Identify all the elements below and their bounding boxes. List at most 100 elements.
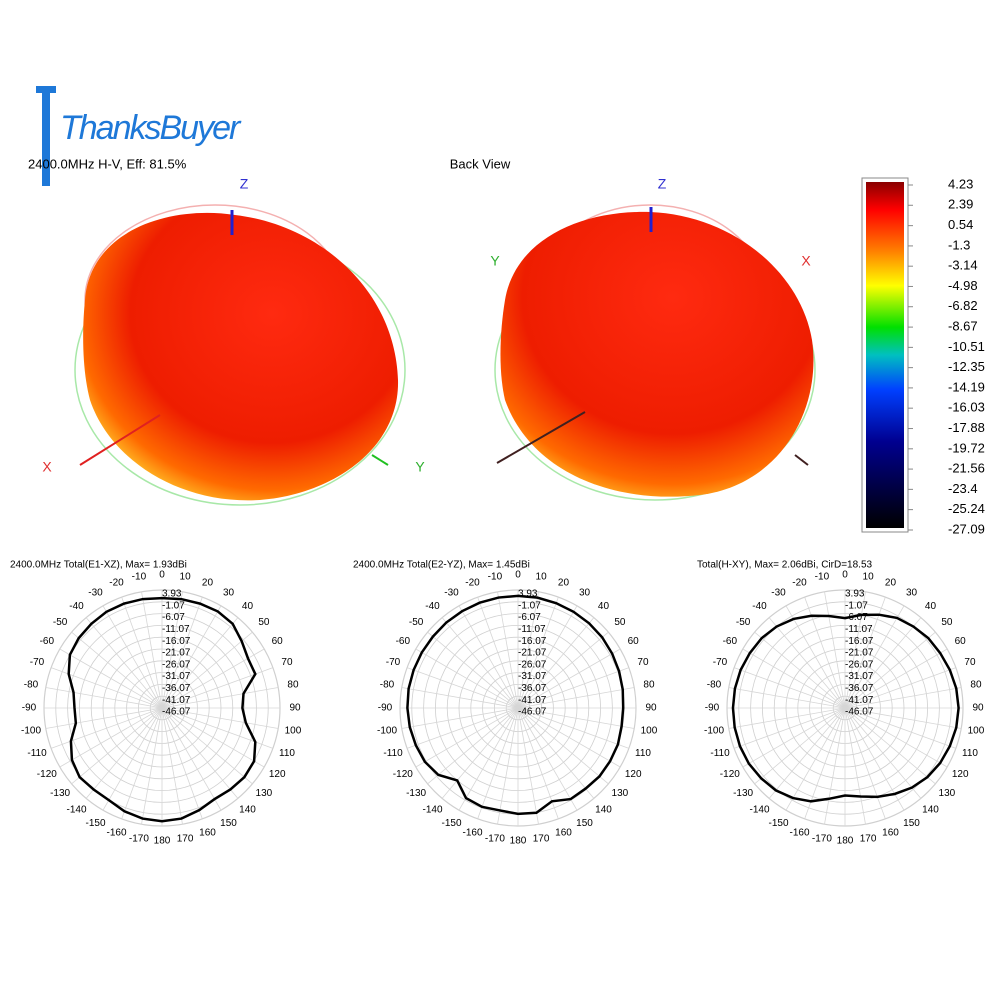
theta-label: -90	[705, 703, 720, 714]
theta-label: 130	[939, 788, 956, 799]
grid-spoke	[477, 707, 519, 820]
colorbar-label: -27.09	[948, 521, 985, 536]
grid-spoke	[497, 591, 519, 709]
grid-spoke	[517, 605, 578, 709]
colorbar-label: 0.54	[948, 217, 973, 232]
grid-spoke	[102, 605, 163, 709]
grid-spoke	[401, 687, 519, 709]
grid-spoke	[844, 617, 922, 709]
theta-label: -150	[441, 818, 461, 829]
r-label: -41.07	[518, 695, 547, 706]
grid-spoke	[121, 596, 163, 709]
grid-spoke	[141, 707, 163, 825]
colorbar-label: -4.98	[948, 278, 978, 293]
theta-label: -70	[386, 657, 401, 668]
r-label: -1.07	[518, 600, 541, 611]
grid-spoke	[161, 707, 203, 820]
pattern-line	[731, 613, 960, 803]
r-label: -6.07	[845, 612, 868, 623]
grid-spoke	[844, 707, 936, 785]
theta-label: 110	[962, 748, 978, 759]
theta-label: 0	[159, 570, 165, 581]
grid-spoke	[844, 707, 948, 768]
r-label: -1.07	[845, 600, 868, 611]
r-label: -21.07	[518, 648, 547, 659]
theta-label: -120	[720, 769, 740, 780]
axis-letter: X	[42, 459, 52, 475]
theta-label: 0	[515, 570, 521, 581]
r-label: -16.07	[845, 636, 874, 647]
theta-label: 80	[970, 680, 982, 691]
grid-spoke	[477, 596, 519, 709]
theta-label: 70	[964, 657, 976, 668]
grid-spoke	[121, 707, 163, 820]
theta-label: -100	[21, 726, 41, 737]
chart-title: 2400.0MHz Total(E1-XZ), Max= 1.93dBi	[10, 560, 187, 571]
grid-spoke	[728, 707, 846, 729]
theta-label: -20	[792, 578, 807, 589]
theta-label: 20	[558, 578, 570, 589]
r-label: -46.07	[845, 707, 874, 718]
grid-spoke	[844, 605, 905, 709]
theta-label: -60	[723, 636, 738, 647]
r-label: -36.07	[518, 683, 547, 694]
theta-label: 160	[199, 828, 216, 839]
theta-label: -140	[423, 805, 443, 816]
grid-spoke	[415, 648, 519, 709]
r-label: -26.07	[518, 659, 547, 670]
theta-label: 120	[952, 769, 969, 780]
theta-label: -50	[409, 617, 424, 628]
theta-label: -70	[713, 657, 728, 668]
theta-label: 80	[643, 680, 655, 691]
grid-spoke	[785, 605, 846, 709]
r-label: -16.07	[518, 636, 547, 647]
colorbar-label: -1.3	[948, 237, 970, 252]
grid-spoke	[844, 667, 957, 709]
theta-label: 70	[637, 657, 649, 668]
r-label: -46.07	[518, 707, 547, 718]
theta-label: 180	[154, 836, 171, 847]
grid-spoke	[517, 648, 621, 709]
r-label: -31.07	[162, 671, 191, 682]
colorbar-label: 2.39	[948, 197, 973, 212]
grid-spoke	[427, 631, 519, 709]
theta-label: -10	[132, 572, 147, 583]
grid-spoke	[161, 707, 222, 811]
colorbar-label: -3.14	[948, 258, 978, 273]
theta-label: -40	[69, 601, 84, 612]
theta-label: 20	[885, 578, 897, 589]
theta-label: 180	[510, 836, 527, 847]
theta-label: 90	[972, 703, 984, 714]
theta-label: -110	[710, 748, 730, 759]
grid-spoke	[824, 591, 846, 709]
theta-label: -70	[30, 657, 45, 668]
r-label: 3.93	[845, 589, 865, 600]
theta-label: -140	[67, 805, 87, 816]
grid-spoke	[45, 687, 163, 709]
theta-label: 60	[955, 636, 967, 647]
grid-spoke	[458, 605, 519, 709]
grid-spoke	[497, 707, 519, 825]
theta-label: -60	[40, 636, 55, 647]
theta-label: 30	[906, 587, 918, 598]
r-label: -11.07	[518, 624, 546, 635]
colorbar	[866, 182, 904, 528]
pattern-line	[406, 594, 625, 816]
grid-spoke	[733, 707, 846, 749]
grid-spoke	[768, 707, 846, 799]
theta-label: -20	[465, 578, 480, 589]
theta-label: -80	[24, 680, 39, 691]
theta-label: 60	[628, 636, 640, 647]
colorbar-label: -12.35	[948, 359, 985, 374]
theta-label: 40	[598, 601, 610, 612]
grid-spoke	[733, 667, 846, 709]
theta-label: -10	[815, 572, 830, 583]
grid-spoke	[517, 707, 621, 768]
theta-label: 150	[576, 818, 593, 829]
theta-label: 0	[842, 570, 848, 581]
grid-spoke	[844, 687, 962, 709]
grid-spoke	[50, 707, 163, 749]
r-label: -6.07	[518, 612, 541, 623]
theta-label: 20	[202, 578, 214, 589]
theta-label: 110	[635, 748, 651, 759]
